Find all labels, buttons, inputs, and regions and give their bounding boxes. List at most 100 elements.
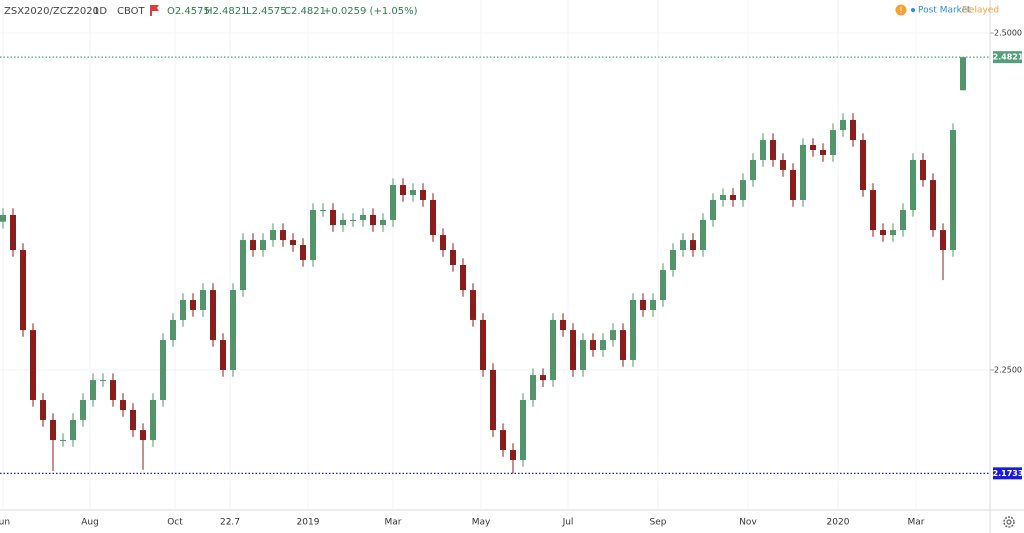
candle-body (560, 319, 566, 331)
candle-body (420, 190, 426, 201)
candle-body (60, 440, 66, 442)
candle-body (490, 369, 496, 431)
warning-icon[interactable] (895, 4, 907, 16)
candle-body (640, 300, 646, 310)
candle-body (260, 240, 266, 251)
candle-body (890, 230, 896, 236)
candle-body (690, 240, 696, 251)
candle-body (30, 330, 36, 401)
candle-body (170, 319, 176, 341)
candle-body (790, 169, 796, 201)
candle-body (620, 330, 626, 360)
candle-body (580, 340, 586, 370)
candle-body (600, 340, 606, 351)
candle-body (370, 214, 376, 226)
y-tick-label: 2.5000 (994, 29, 1022, 38)
candle-body (70, 419, 76, 441)
x-tick-label: Aug (81, 518, 99, 528)
candle-body (520, 400, 526, 460)
candle-body (810, 145, 816, 151)
candle-body (780, 159, 786, 170)
candle-body (470, 290, 476, 320)
flag-icon[interactable] (150, 5, 159, 16)
candle-body (220, 340, 226, 370)
x-tick-label: 22.7 (220, 518, 240, 528)
candle-body (380, 219, 386, 226)
candle-body (960, 57, 966, 91)
candle-body (410, 190, 416, 196)
delayed[interactable]: Delayed (962, 6, 999, 16)
candle-body (310, 209, 316, 260)
plot (0, 0, 990, 510)
candle-body (630, 300, 636, 360)
ohlc-change: +0.0259 (+1.05%) (323, 6, 418, 17)
candle-body (280, 230, 286, 241)
candle-body (450, 250, 456, 265)
candle-body (500, 430, 506, 451)
candle-body (270, 230, 276, 241)
candle-body (130, 409, 136, 431)
candle-body (290, 240, 296, 246)
warning-mark: ! (899, 6, 902, 15)
candle-body (870, 190, 876, 231)
status-dot (911, 8, 915, 12)
candle-body (240, 240, 246, 291)
candle-body (190, 300, 196, 310)
candle-body (120, 400, 126, 410)
price-label-bg (993, 467, 1022, 480)
candle-body (720, 195, 726, 201)
candle-body (740, 180, 746, 201)
candle-body (150, 400, 156, 441)
candle-body (440, 235, 446, 251)
candle-body (920, 159, 926, 181)
x-tick-label: 2019 (297, 518, 320, 528)
candle-body (530, 375, 536, 401)
candle-body (510, 450, 516, 460)
x-tick-label: Sep (650, 518, 667, 528)
candle-body (710, 200, 716, 220)
candle-body (200, 290, 206, 310)
price-label: 2.1733 (993, 469, 1024, 478)
candle-body (570, 330, 576, 370)
candle-body (330, 209, 336, 226)
candle-body (550, 319, 556, 381)
candle-body (770, 140, 776, 160)
candle-body (10, 214, 16, 251)
candle-body (760, 140, 766, 160)
candle-body (250, 240, 256, 251)
symbol: ZSX2020/ZCZ2020 (4, 6, 99, 17)
candle-body (820, 150, 826, 155)
exchange: CBOT (117, 6, 146, 17)
candle-body (80, 400, 86, 420)
candle-body (400, 185, 406, 196)
candle-body (350, 219, 356, 221)
candle-body (680, 240, 686, 251)
candle-body (670, 250, 676, 270)
candle-body (850, 119, 856, 141)
candle-body (360, 214, 366, 220)
candle-body (230, 290, 236, 370)
y-tick-label: 2.2500 (994, 365, 1022, 374)
candle-body (320, 209, 326, 211)
candle-body (0, 214, 6, 222)
ohlc-low: L2.4575 (246, 6, 287, 17)
candle-body (390, 185, 396, 220)
post-market[interactable]: Post Market (918, 6, 971, 16)
x-tick-label: Jul (562, 518, 574, 528)
x-tick-label: May (472, 518, 491, 528)
price-label: 2.4821 (993, 53, 1024, 62)
ohlc-high: H2.4821 (205, 6, 248, 17)
candle-body (830, 130, 836, 155)
candle-body (650, 300, 656, 310)
candle-body (140, 430, 146, 441)
candle-body (20, 250, 26, 331)
candle-body (610, 330, 616, 341)
candle-body (860, 140, 866, 191)
ohlc-close: C2.4821 (284, 6, 326, 17)
candle-body (800, 145, 806, 201)
candle-body (730, 195, 736, 201)
settings-icon[interactable] (1003, 516, 1015, 528)
candle-body (160, 340, 166, 401)
candle-body (910, 159, 916, 210)
